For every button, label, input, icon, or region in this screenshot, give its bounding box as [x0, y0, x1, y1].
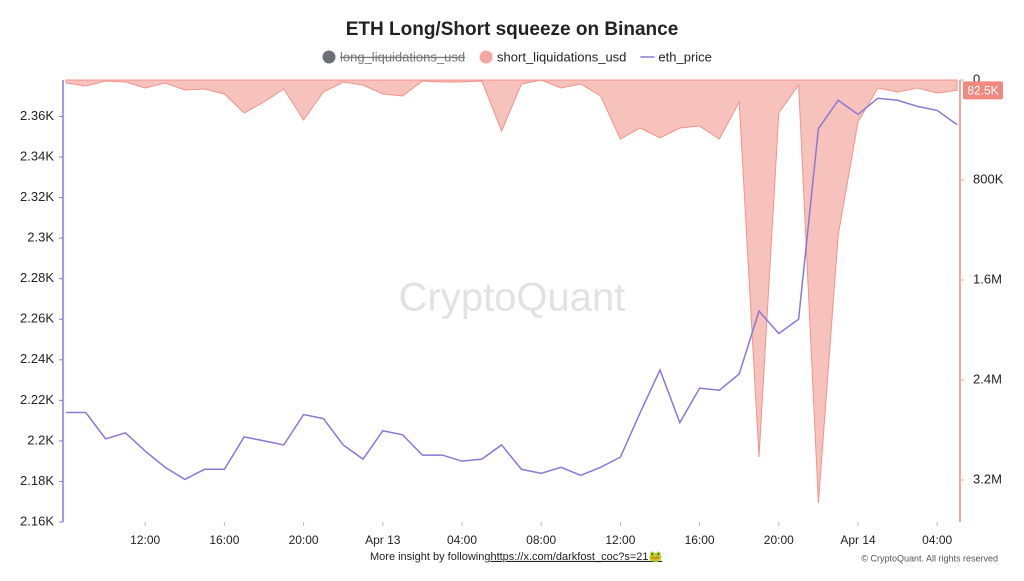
last-value-flag: [963, 81, 1003, 100]
y-tick-label: 2.16K: [20, 513, 54, 528]
legend-label: short_liquidations_usd: [497, 49, 626, 64]
x-tick-label: 20:00: [289, 533, 319, 547]
x-tick-label: 08:00: [526, 533, 556, 547]
copyright: © CryptoQuant. All rights reserved: [861, 553, 998, 563]
y-tick-label: 2.28K: [20, 270, 54, 285]
watermark: CryptoQuant: [399, 276, 626, 320]
x-tick-label: 16:00: [685, 533, 715, 547]
last-value-label: 82.5K: [967, 83, 998, 97]
y-tick-label: 2.26K: [20, 311, 54, 326]
footer-link: https://x.com/darkfost_coc?s=21🐸: [490, 550, 662, 563]
y-tick-label: 2.3K: [27, 230, 54, 245]
chart-title: ETH Long/Short squeeze on Binance: [346, 19, 679, 40]
y2-tick-label: 1.6M: [973, 271, 1002, 286]
legend-swatch: [479, 50, 493, 64]
y-tick-label: 2.24K: [20, 351, 54, 366]
x-tick-label: 04:00: [922, 533, 952, 547]
y2-tick-label: 2.4M: [973, 371, 1002, 386]
x-tick-label: Apr 13: [365, 533, 401, 547]
y2-tick-label: 3.2M: [973, 471, 1002, 486]
price-line: [66, 97, 958, 481]
y-tick-label: 2.22K: [20, 392, 54, 407]
y2-tick-label: 800K: [973, 171, 1004, 186]
y-tick-label: 2.18K: [20, 473, 54, 488]
y-tick-label: 2.32K: [20, 189, 54, 204]
y2-tick-label: 0: [973, 71, 980, 86]
x-tick-label: 04:00: [447, 533, 477, 547]
legend-swatch: [322, 50, 336, 64]
y-tick-label: 2.36K: [20, 108, 54, 123]
y-tick-label: 2.2K: [27, 432, 54, 447]
x-tick-label: 16:00: [209, 533, 239, 547]
x-tick-label: 12:00: [605, 533, 635, 547]
legend-label: eth_price: [658, 49, 711, 64]
y-tick-label: 2.34K: [20, 148, 54, 163]
x-tick-label: Apr 14: [840, 533, 876, 547]
x-tick-label: 12:00: [130, 533, 160, 547]
x-tick-label: 20:00: [764, 533, 794, 547]
footer-text: More insight by following: [370, 551, 490, 563]
short-liquidations-area: [65, 79, 958, 504]
legend-label: long_liquidations_usd: [340, 49, 465, 64]
